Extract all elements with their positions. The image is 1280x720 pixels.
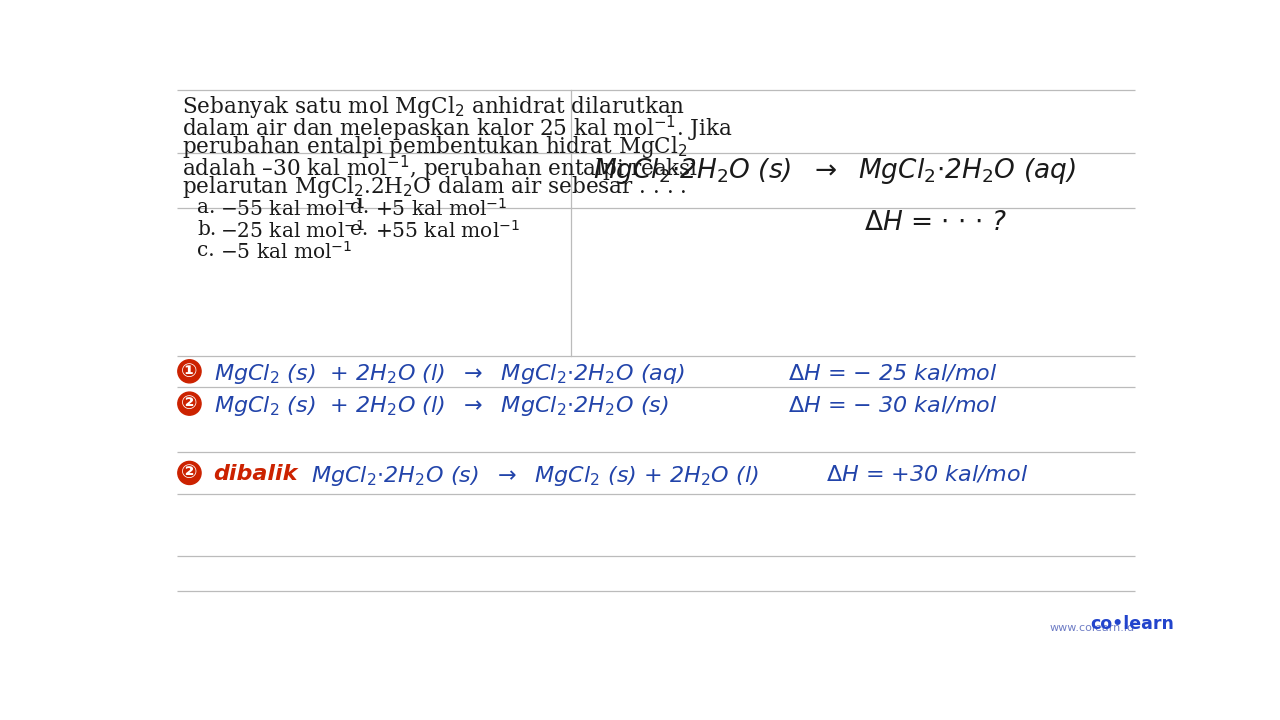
Text: ②: ②	[182, 464, 197, 482]
Text: MgCl$_2$$\cdot$2H$_2$O (s)  $\rightarrow$  MgCl$_2$$\cdot$2H$_2$O (aq): MgCl$_2$$\cdot$2H$_2$O (s) $\rightarrow$…	[593, 156, 1075, 186]
Text: a.: a.	[197, 198, 215, 217]
Text: d.: d.	[349, 198, 369, 217]
Circle shape	[178, 462, 201, 485]
Text: $\Delta$H = $\cdot$ $\cdot$ $\cdot$ ?: $\Delta$H = $\cdot$ $\cdot$ $\cdot$ ?	[864, 210, 1006, 235]
Circle shape	[178, 392, 201, 415]
Text: dibalik: dibalik	[212, 464, 297, 484]
Text: e.: e.	[349, 220, 369, 238]
Text: MgCl$_2$ (s)  + 2H$_2$O (l)  $\rightarrow$  MgCl$_2$$\cdot$2H$_2$O (aq): MgCl$_2$ (s) + 2H$_2$O (l) $\rightarrow$…	[214, 362, 685, 386]
Text: c.: c.	[197, 241, 215, 260]
Text: dalam air dan melepaskan kalor 25 kal mol$^{-1}$. Jika: dalam air dan melepaskan kalor 25 kal mo…	[182, 114, 732, 144]
Text: $\Delta$H = − 30 kal/mol: $\Delta$H = − 30 kal/mol	[787, 395, 997, 415]
Text: adalah –30 kal mol$^{-1}$, perubahan entalpi reaksi: adalah –30 kal mol$^{-1}$, perubahan ent…	[182, 154, 698, 184]
Text: −25 kal mol$^{-1}$: −25 kal mol$^{-1}$	[220, 220, 366, 241]
Text: co•learn: co•learn	[1091, 615, 1174, 633]
Circle shape	[178, 360, 201, 383]
Text: Sebanyak satu mol MgCl$_2$ anhidrat dilarutkan: Sebanyak satu mol MgCl$_2$ anhidrat dila…	[182, 94, 685, 120]
Text: −5 kal mol$^{-1}$: −5 kal mol$^{-1}$	[220, 241, 353, 263]
Text: MgCl$_2$ (s)  + 2H$_2$O (l)  $\rightarrow$  MgCl$_2$$\cdot$2H$_2$O (s): MgCl$_2$ (s) + 2H$_2$O (l) $\rightarrow$…	[214, 395, 669, 418]
Text: $\Delta$H = +30 kal/mol: $\Delta$H = +30 kal/mol	[827, 464, 1029, 485]
Text: $\Delta$H = − 25 kal/mol: $\Delta$H = − 25 kal/mol	[787, 362, 997, 383]
Text: pelarutan MgCl$_2$.2H$_2$O dalam air sebesar . . . .: pelarutan MgCl$_2$.2H$_2$O dalam air seb…	[182, 174, 686, 200]
Text: −55 kal mol$^{-1}$: −55 kal mol$^{-1}$	[220, 198, 366, 220]
Text: b.: b.	[197, 220, 216, 238]
Text: +5 kal mol$^{-1}$: +5 kal mol$^{-1}$	[375, 198, 508, 220]
Text: ①: ①	[182, 361, 197, 381]
Text: +55 kal mol$^{-1}$: +55 kal mol$^{-1}$	[375, 220, 521, 241]
Text: ②: ②	[182, 394, 197, 413]
Text: perubahan entalpi pembentukan hidrat MgCl$_2$: perubahan entalpi pembentukan hidrat MgC…	[182, 134, 687, 160]
Text: www.colearn.id: www.colearn.id	[1050, 623, 1135, 633]
Text: MgCl$_2$$\cdot$2H$_2$O (s)  $\rightarrow$  MgCl$_2$ (s) + 2H$_2$O (l): MgCl$_2$$\cdot$2H$_2$O (s) $\rightarrow$…	[311, 464, 759, 487]
